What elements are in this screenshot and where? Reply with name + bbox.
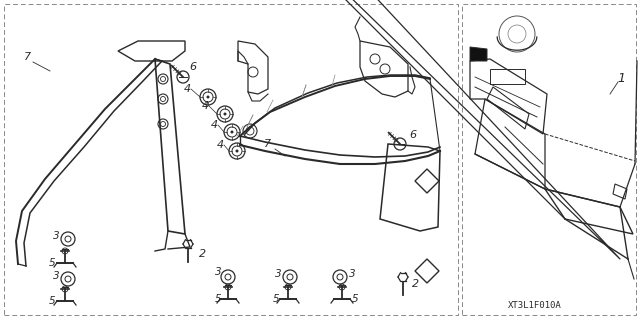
- Text: 3: 3: [52, 271, 60, 281]
- Bar: [462, 4, 636, 315]
- Text: 5: 5: [49, 296, 55, 306]
- Bar: [4, 4, 458, 315]
- Text: 3: 3: [275, 269, 282, 279]
- Text: 3: 3: [214, 267, 221, 277]
- Text: 3: 3: [52, 231, 60, 241]
- Text: 7: 7: [264, 139, 271, 149]
- Text: 5: 5: [214, 294, 221, 304]
- Text: 6: 6: [410, 130, 417, 140]
- Text: 4: 4: [216, 140, 223, 150]
- Circle shape: [230, 130, 234, 133]
- Text: 1: 1: [617, 72, 625, 85]
- Circle shape: [207, 95, 209, 99]
- Text: XT3L1F010A: XT3L1F010A: [508, 300, 562, 309]
- Text: 4: 4: [211, 120, 218, 130]
- Text: 5: 5: [49, 258, 55, 268]
- Circle shape: [236, 150, 239, 152]
- Text: 2: 2: [412, 279, 420, 289]
- Text: 4: 4: [184, 84, 191, 94]
- Text: 3: 3: [349, 269, 355, 279]
- Polygon shape: [470, 47, 487, 61]
- Text: 7: 7: [24, 52, 31, 62]
- Bar: [490, 69, 525, 84]
- Text: 2: 2: [200, 249, 207, 259]
- Circle shape: [223, 113, 227, 115]
- Text: 6: 6: [189, 62, 196, 72]
- Text: 5: 5: [352, 294, 358, 304]
- Text: 4: 4: [202, 101, 209, 111]
- Text: 5: 5: [273, 294, 279, 304]
